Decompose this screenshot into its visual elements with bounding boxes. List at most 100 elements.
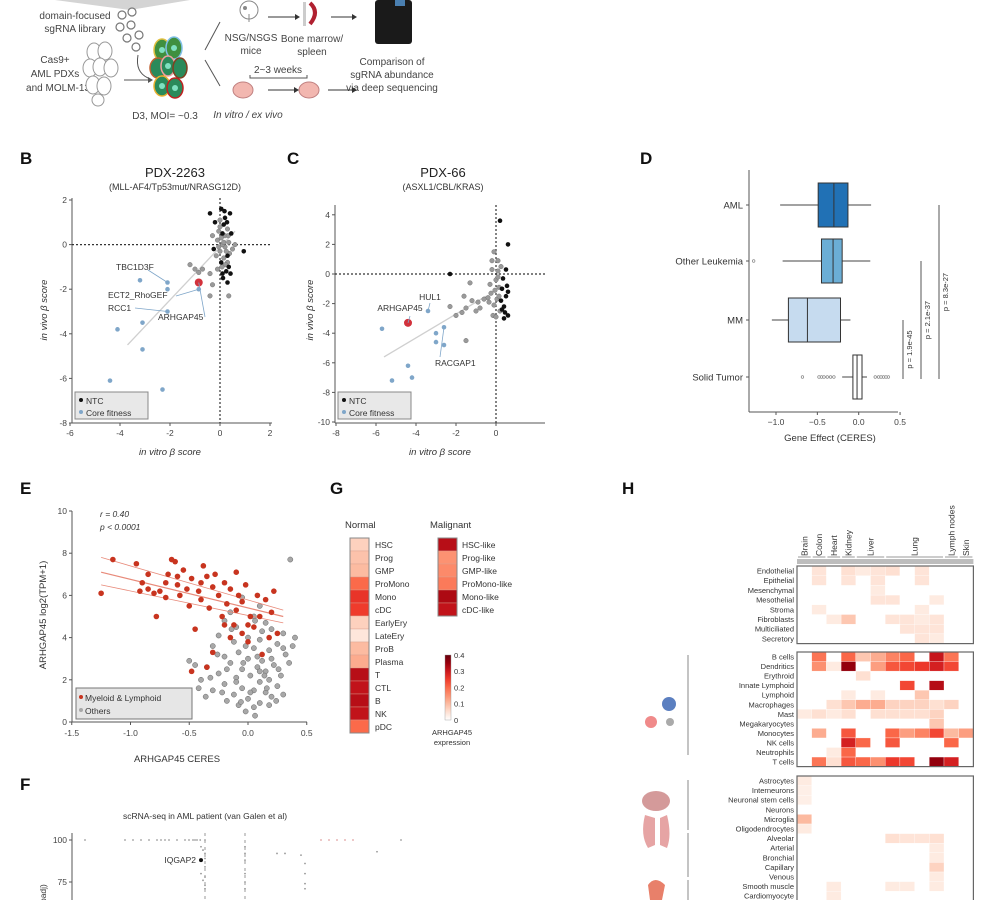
gene-point bbox=[199, 266, 205, 272]
ntc-point bbox=[499, 286, 505, 292]
row-label: GMP-like bbox=[462, 566, 497, 576]
heatmap-cell bbox=[885, 614, 901, 625]
sequencer-icon bbox=[375, 0, 412, 44]
heatmap-cell bbox=[826, 699, 842, 710]
gene-point bbox=[473, 308, 479, 314]
row-label: cDC-like bbox=[462, 605, 494, 615]
column-label: Lung bbox=[910, 537, 920, 556]
row-label: Macrophages bbox=[749, 700, 795, 709]
row-label: Mono-like bbox=[462, 592, 499, 602]
row-label: EarlyEry bbox=[375, 618, 408, 628]
gene-point bbox=[461, 293, 467, 299]
row-label: HSC bbox=[375, 540, 393, 550]
colorbar-tick-label: 0.4 bbox=[454, 651, 464, 660]
others-point bbox=[224, 666, 230, 673]
y-tick-label: 2 bbox=[62, 195, 67, 205]
heatmap-cell bbox=[899, 651, 915, 662]
myeloid-lymphoid-point bbox=[110, 556, 116, 563]
myeloid-lymphoid-point bbox=[242, 582, 249, 588]
row-label: Capillary bbox=[765, 863, 794, 872]
myeloid-lymphoid-point bbox=[153, 613, 160, 620]
row-label: GMP bbox=[375, 566, 395, 576]
myeloid-lymphoid-point bbox=[256, 613, 263, 620]
gene-point bbox=[304, 887, 306, 890]
row-label: pDC bbox=[375, 722, 392, 732]
ntc-point bbox=[222, 215, 228, 221]
panel-label-c: C bbox=[287, 149, 299, 168]
others-point bbox=[254, 664, 261, 670]
heatmap-cell bbox=[796, 795, 812, 805]
others-point bbox=[242, 708, 249, 715]
myeloid-lymphoid-point bbox=[247, 613, 254, 620]
panel-label-e: E bbox=[20, 479, 31, 498]
outlier-point bbox=[825, 375, 829, 379]
heatmap-cell bbox=[811, 661, 827, 672]
x-tick-label: -0.5 bbox=[182, 728, 197, 738]
gene-point bbox=[304, 882, 306, 885]
core-fitness-point bbox=[160, 387, 165, 392]
others-point bbox=[198, 676, 204, 683]
gene-point bbox=[400, 839, 402, 841]
others-point bbox=[280, 691, 287, 698]
others-point bbox=[282, 651, 289, 658]
heatmap-cell bbox=[870, 565, 886, 576]
gene-point bbox=[492, 287, 498, 293]
others-point bbox=[202, 693, 209, 700]
gene-point bbox=[244, 872, 246, 875]
label-leader-line bbox=[147, 269, 168, 283]
row-label: Prog-like bbox=[462, 553, 496, 563]
gene-point bbox=[84, 839, 86, 841]
legend-ntc-label: NTC bbox=[86, 396, 103, 406]
colorbar-label: ARHGAP45 bbox=[432, 728, 472, 737]
heatmap-cell bbox=[826, 756, 842, 767]
core-fitness-point bbox=[165, 286, 170, 292]
heatmap-cell bbox=[811, 756, 827, 767]
heatmap-cell bbox=[349, 589, 370, 604]
myeloid-lymphoid-point bbox=[271, 588, 277, 594]
others-point bbox=[219, 689, 225, 696]
myeloid-lymphoid-point bbox=[239, 630, 245, 637]
myeloid-lymphoid-point bbox=[188, 575, 195, 582]
culture-dish-icon bbox=[232, 81, 320, 99]
x-tick-label: 0 bbox=[218, 428, 223, 438]
heatmap-cell bbox=[929, 843, 945, 853]
heatmap-cell bbox=[929, 871, 945, 882]
others-point bbox=[233, 679, 240, 685]
row-label: Neuronal stem cells bbox=[728, 796, 794, 805]
others-point bbox=[245, 695, 251, 702]
x-tick-label: 0 bbox=[494, 428, 499, 438]
virus-icon bbox=[115, 7, 144, 52]
others-point bbox=[289, 643, 296, 649]
y-tick-label: 6 bbox=[62, 590, 67, 600]
heatmap-cell bbox=[885, 881, 901, 892]
ntc-point bbox=[505, 313, 511, 318]
legend-others-marker bbox=[79, 708, 83, 712]
gene-point bbox=[202, 849, 204, 851]
panel-label-f: F bbox=[20, 775, 30, 794]
ntc-point bbox=[505, 289, 511, 295]
gene-point bbox=[226, 239, 232, 245]
gene-point bbox=[207, 271, 213, 277]
label-leader-line bbox=[407, 315, 411, 323]
mice-label-2: mice bbox=[240, 46, 262, 57]
y-tick-label: -4 bbox=[59, 329, 67, 339]
y-tick-label: 2 bbox=[62, 675, 67, 685]
panel-label-h: H bbox=[622, 479, 634, 498]
arrowhead bbox=[294, 87, 299, 93]
myeloid-lymphoid-point bbox=[245, 622, 251, 628]
others-point bbox=[209, 643, 216, 649]
heatmap-cell bbox=[840, 614, 856, 625]
ntc-point bbox=[225, 253, 230, 259]
myeloid-lymphoid-point bbox=[259, 651, 265, 658]
category-label: MM bbox=[727, 316, 743, 327]
heatmap-cell bbox=[870, 709, 886, 719]
others-point bbox=[266, 702, 272, 708]
ntc-point bbox=[218, 206, 224, 212]
ntc-point bbox=[220, 275, 226, 281]
heatmap-cell bbox=[349, 667, 370, 682]
others-point bbox=[252, 617, 258, 624]
heatmap-cell bbox=[870, 594, 886, 605]
core-fitness-point bbox=[107, 378, 113, 383]
ntc-point bbox=[228, 271, 233, 276]
column-label: Brain bbox=[799, 536, 809, 556]
